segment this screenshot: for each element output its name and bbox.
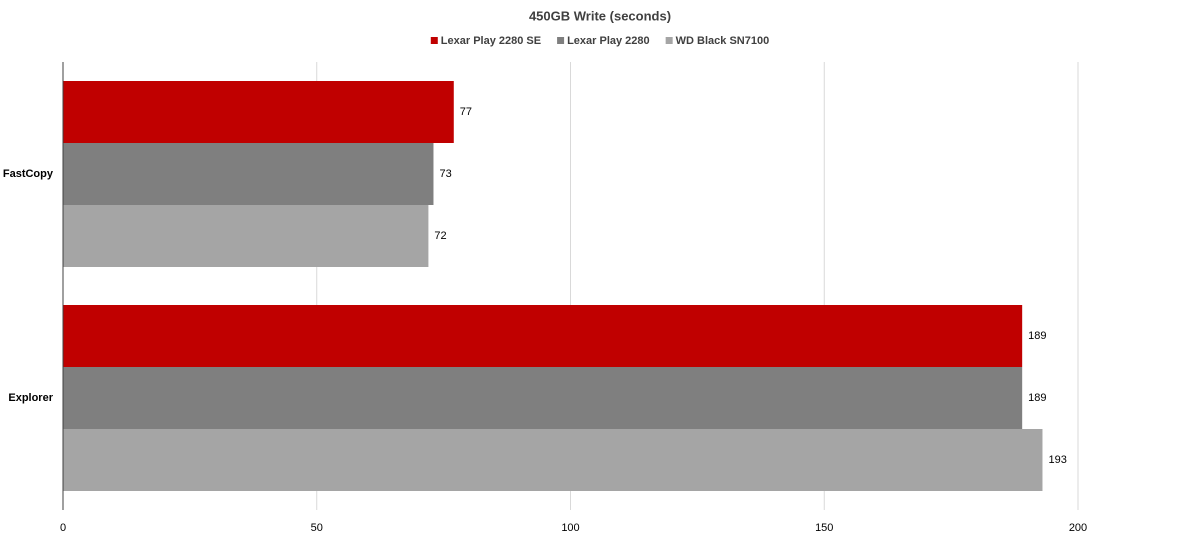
bar bbox=[63, 429, 1043, 491]
x-tick-label: 200 bbox=[1069, 522, 1087, 534]
legend-swatch bbox=[665, 37, 673, 44]
x-tick-label: 0 bbox=[60, 522, 66, 534]
value-label: 77 bbox=[460, 106, 472, 118]
bar bbox=[63, 367, 1023, 429]
legend: Lexar Play 2280 SE Lexar Play 2280 WD Blac… bbox=[430, 35, 770, 47]
legend-swatch bbox=[557, 37, 565, 44]
chart-title: 450GB Write (seconds) bbox=[529, 8, 671, 23]
value-label: 193 bbox=[1048, 454, 1066, 466]
legend-label: Lexar Play 2280 SE bbox=[441, 35, 541, 47]
bar bbox=[63, 205, 429, 267]
legend-label: WD Black SN7100 bbox=[676, 35, 770, 47]
value-label: 73 bbox=[439, 168, 451, 180]
legend-swatch bbox=[430, 37, 438, 44]
bar bbox=[63, 81, 454, 143]
legend-label: Lexar Play 2280 bbox=[567, 35, 650, 47]
value-label: 72 bbox=[434, 230, 446, 242]
x-tick-label: 150 bbox=[815, 522, 833, 534]
value-label: 189 bbox=[1028, 330, 1046, 342]
y-tick-label: FastCopy bbox=[3, 168, 54, 180]
value-label: 189 bbox=[1028, 392, 1046, 404]
x-tick-label: 50 bbox=[311, 522, 323, 534]
y-tick-label: Explorer bbox=[8, 392, 53, 404]
bar bbox=[63, 143, 434, 205]
x-tick-label: 100 bbox=[561, 522, 579, 534]
bar bbox=[63, 305, 1023, 367]
